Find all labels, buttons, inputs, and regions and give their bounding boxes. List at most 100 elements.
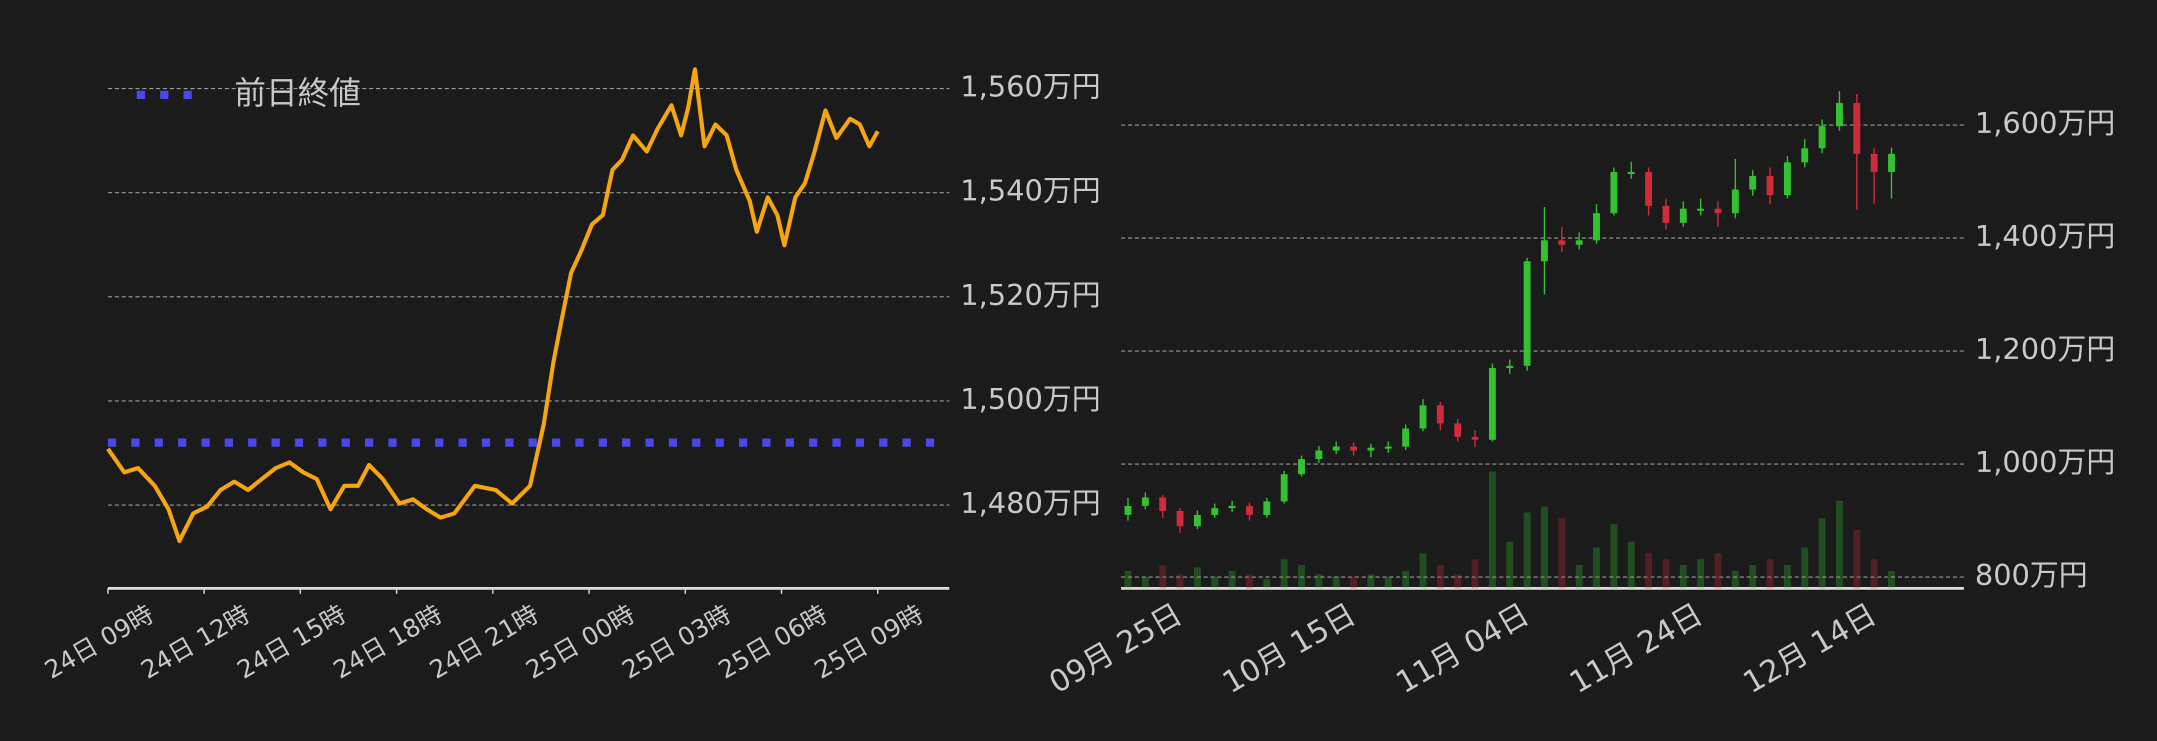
- candle-body: [1888, 153, 1895, 172]
- candle-body: [1280, 474, 1288, 502]
- volume-bar: [1454, 574, 1462, 589]
- candle-body: [1193, 514, 1201, 527]
- volume-bar: [1853, 529, 1861, 589]
- candle-body: [1749, 175, 1757, 190]
- volume-bar: [1193, 567, 1201, 589]
- candle-body: [1315, 450, 1323, 460]
- candle-body: [1124, 505, 1132, 515]
- candle-body: [1783, 162, 1791, 196]
- candle-body: [1818, 126, 1826, 149]
- candle-body: [1332, 446, 1340, 451]
- volume-bar: [1836, 500, 1843, 589]
- volume-bar: [1332, 576, 1340, 589]
- candle-body: [1645, 171, 1653, 206]
- candle-body: [1246, 505, 1253, 515]
- y-tick-label: 1,560万円: [960, 70, 1100, 104]
- volume-bar: [1610, 524, 1618, 589]
- candle-body: [1731, 189, 1739, 214]
- volume-bar: [1246, 574, 1253, 589]
- candle-body: [1575, 240, 1583, 245]
- candle-body: [1367, 447, 1375, 451]
- volume-bar: [1645, 553, 1653, 589]
- candle-body: [1627, 171, 1635, 175]
- candle-body: [1558, 240, 1566, 245]
- candle-body: [1298, 459, 1305, 475]
- volume-bar: [1141, 576, 1149, 589]
- volume-bar: [1211, 576, 1219, 589]
- legend-label: 前日終値: [234, 76, 360, 112]
- candle-body: [1436, 405, 1444, 424]
- candle-body: [1662, 205, 1670, 223]
- volume-bar: [1662, 559, 1670, 589]
- candle-body: [1610, 171, 1618, 214]
- candle-body: [1488, 368, 1496, 440]
- price-line: [106, 67, 880, 544]
- candle-body: [1679, 208, 1687, 223]
- volume-bar: [1298, 565, 1305, 589]
- y-tick-label: 1,540万円: [960, 174, 1100, 208]
- volume-bar: [1280, 559, 1288, 589]
- candle-body: [1870, 153, 1878, 172]
- volume-bar: [1801, 547, 1809, 589]
- volume-bar: [1402, 570, 1410, 589]
- volume-bar: [1627, 541, 1635, 589]
- candle-body: [1506, 365, 1514, 369]
- y-tick-label: 1,520万円: [960, 278, 1100, 312]
- volume-bar: [1506, 541, 1514, 589]
- y-tick-label: 1,480万円: [960, 486, 1100, 520]
- volume-bar: [1679, 565, 1687, 589]
- volume-bar: [1766, 559, 1774, 589]
- volume-bar: [1488, 471, 1496, 589]
- candle-body: [1801, 148, 1809, 163]
- volume-bar: [1749, 565, 1757, 589]
- volume-bar: [1783, 565, 1791, 589]
- volume-bar: [1176, 574, 1184, 589]
- candle-body: [1141, 497, 1149, 506]
- volume-bar: [1697, 559, 1705, 589]
- volume-bar: [1350, 576, 1358, 589]
- candle-body: [1350, 446, 1358, 451]
- volume-bar: [1315, 574, 1323, 589]
- y-tick-label: 1,200万円: [1975, 332, 2115, 366]
- candle-body: [1523, 261, 1531, 366]
- volume-bar: [1541, 506, 1548, 589]
- candle-body: [1228, 505, 1236, 509]
- volume-bar: [1367, 574, 1375, 589]
- candle-body: [1176, 510, 1184, 527]
- volume-bar: [1818, 518, 1826, 589]
- candle-body: [1853, 103, 1861, 154]
- volume-bar: [1436, 565, 1444, 589]
- volume-bar: [1523, 512, 1531, 589]
- candle-body: [1419, 405, 1427, 429]
- volume-bar: [1263, 579, 1271, 589]
- volume-bar: [1870, 559, 1878, 589]
- y-tick-label: 1,600万円: [1975, 106, 2115, 140]
- candle-body: [1454, 423, 1462, 437]
- candle-body: [1714, 208, 1722, 214]
- volume-bar: [1558, 518, 1566, 589]
- candle-body: [1836, 103, 1843, 127]
- volume-bar: [1575, 565, 1583, 589]
- volume-bar: [1888, 570, 1895, 589]
- candle-body: [1593, 213, 1600, 241]
- volume-bar: [1159, 565, 1167, 589]
- volume-bar: [1228, 570, 1236, 589]
- candle-body: [1402, 428, 1410, 447]
- volume-bar: [1731, 570, 1739, 589]
- candle-body: [1471, 436, 1479, 440]
- volume-bar: [1384, 576, 1392, 589]
- y-tick-label: 800万円: [1975, 558, 2088, 592]
- y-tick-label: 1,500万円: [960, 382, 1100, 416]
- volume-bar: [1419, 553, 1427, 589]
- candle-body: [1384, 446, 1392, 449]
- y-tick-label: 1,000万円: [1975, 445, 2115, 479]
- candle-body: [1211, 508, 1219, 515]
- candle-body: [1159, 497, 1167, 511]
- volume-bar: [1714, 553, 1722, 589]
- candle-body: [1263, 501, 1271, 515]
- volume-bar: [1593, 547, 1600, 589]
- volume-bar: [1124, 570, 1132, 589]
